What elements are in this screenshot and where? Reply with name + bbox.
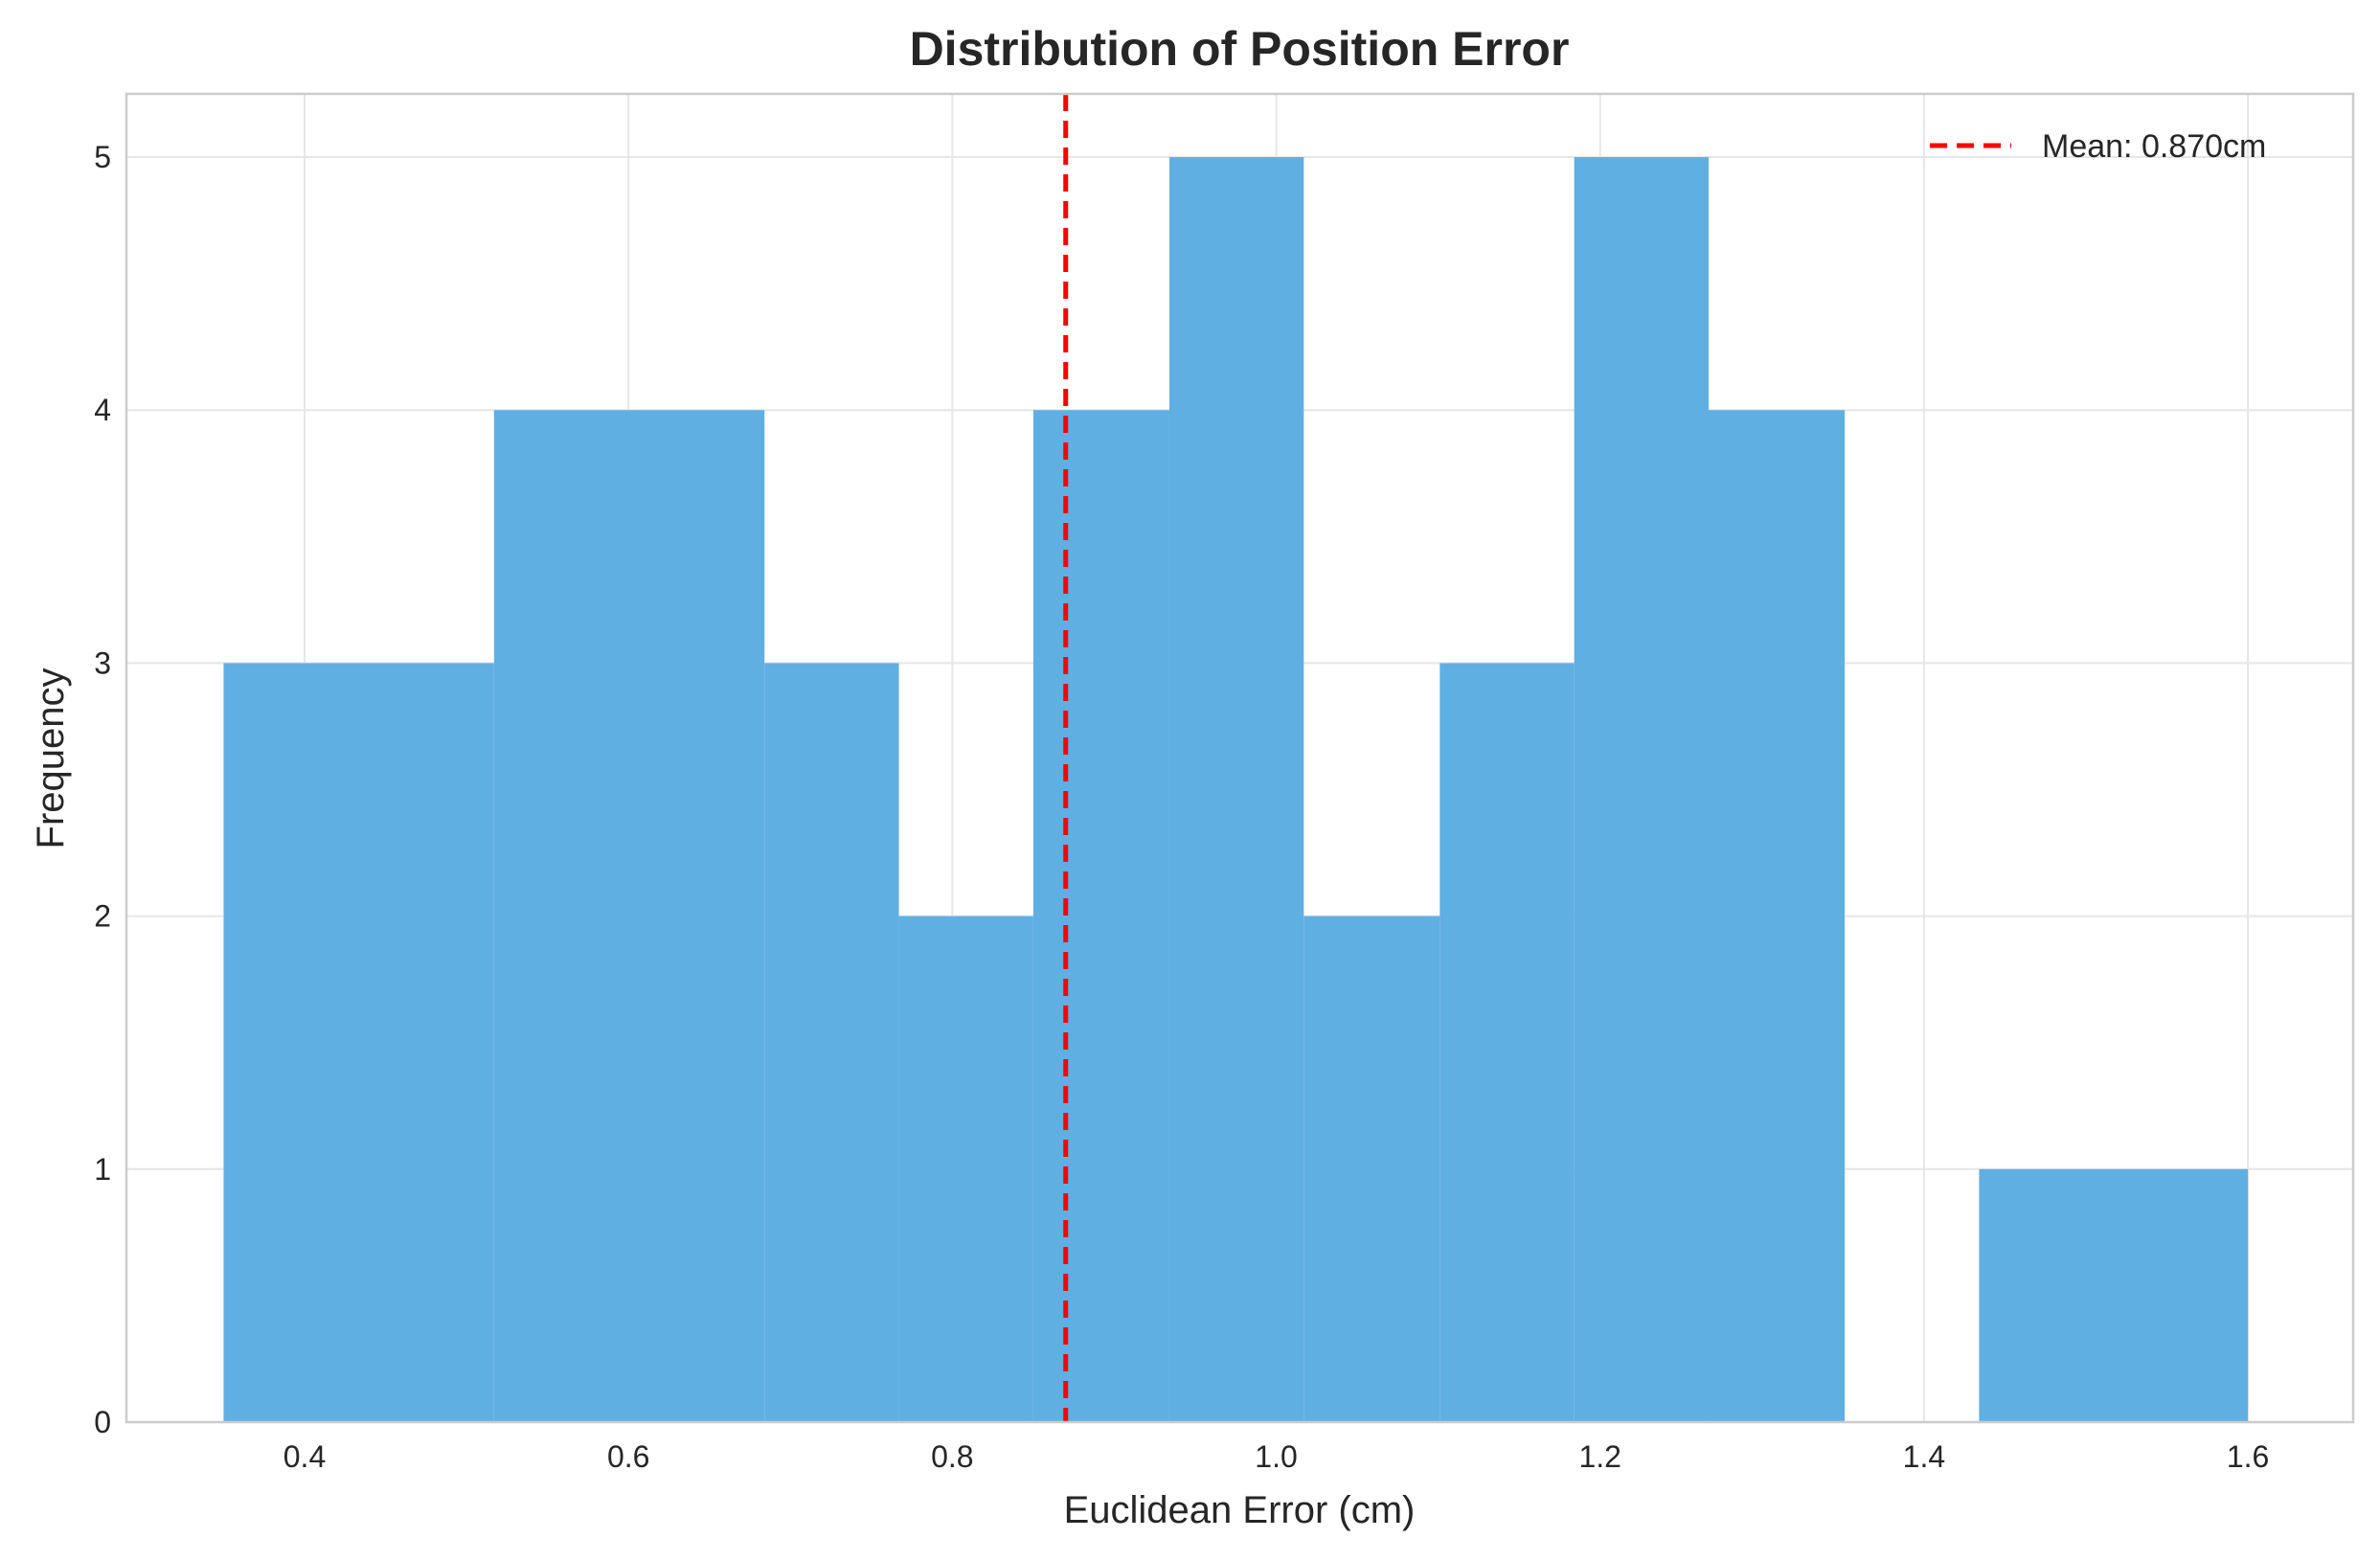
y-tick-label-2: 2 xyxy=(94,899,111,934)
histogram-bar-7 xyxy=(1439,663,1575,1422)
y-tick-label-1: 1 xyxy=(94,1152,111,1187)
chart-title: Distribution of Position Error xyxy=(910,22,1570,76)
y-tick-labels: 0 1 2 3 4 5 xyxy=(94,140,111,1439)
histogram-bar-1 xyxy=(493,410,765,1423)
y-tick-label-4: 4 xyxy=(94,393,111,427)
x-axis-label: Euclidean Error (cm) xyxy=(1064,1489,1416,1531)
x-tick-label-4: 1.2 xyxy=(1578,1439,1621,1474)
x-tick-label-5: 1.4 xyxy=(1903,1439,1945,1474)
x-tick-label-3: 1.0 xyxy=(1255,1439,1297,1474)
plot-frame xyxy=(125,92,2355,1424)
legend-label-mean: Mean: 0.870cm xyxy=(2042,128,2266,165)
legend: Mean: 0.870cm xyxy=(1930,128,2266,165)
y-tick-label-0: 0 xyxy=(94,1405,111,1439)
histogram-bar-11 xyxy=(1979,1168,2249,1422)
histogram-bar-8 xyxy=(1574,157,1710,1423)
histogram-bar-2 xyxy=(764,663,899,1422)
x-tick-label-6: 1.6 xyxy=(2227,1439,2269,1474)
x-tick-labels: 0.4 0.6 0.8 1.0 1.2 1.4 1.6 xyxy=(283,1439,2270,1474)
x-tick-label-0: 0.4 xyxy=(283,1439,326,1474)
y-tick-label-5: 5 xyxy=(94,140,111,174)
histogram-bar-6 xyxy=(1303,916,1440,1422)
histogram-bar-9 xyxy=(1709,410,1846,1423)
histogram-bar-0 xyxy=(223,663,494,1422)
histogram-bar-5 xyxy=(1168,157,1304,1423)
histogram-bars xyxy=(223,157,2249,1423)
histogram-bar-4 xyxy=(1032,410,1169,1423)
x-tick-label-2: 0.8 xyxy=(931,1439,973,1474)
x-tick-label-1: 0.6 xyxy=(607,1439,649,1474)
y-tick-label-3: 3 xyxy=(94,645,111,680)
y-axis-label: Frequency xyxy=(30,668,72,849)
histogram-bar-3 xyxy=(898,916,1033,1422)
